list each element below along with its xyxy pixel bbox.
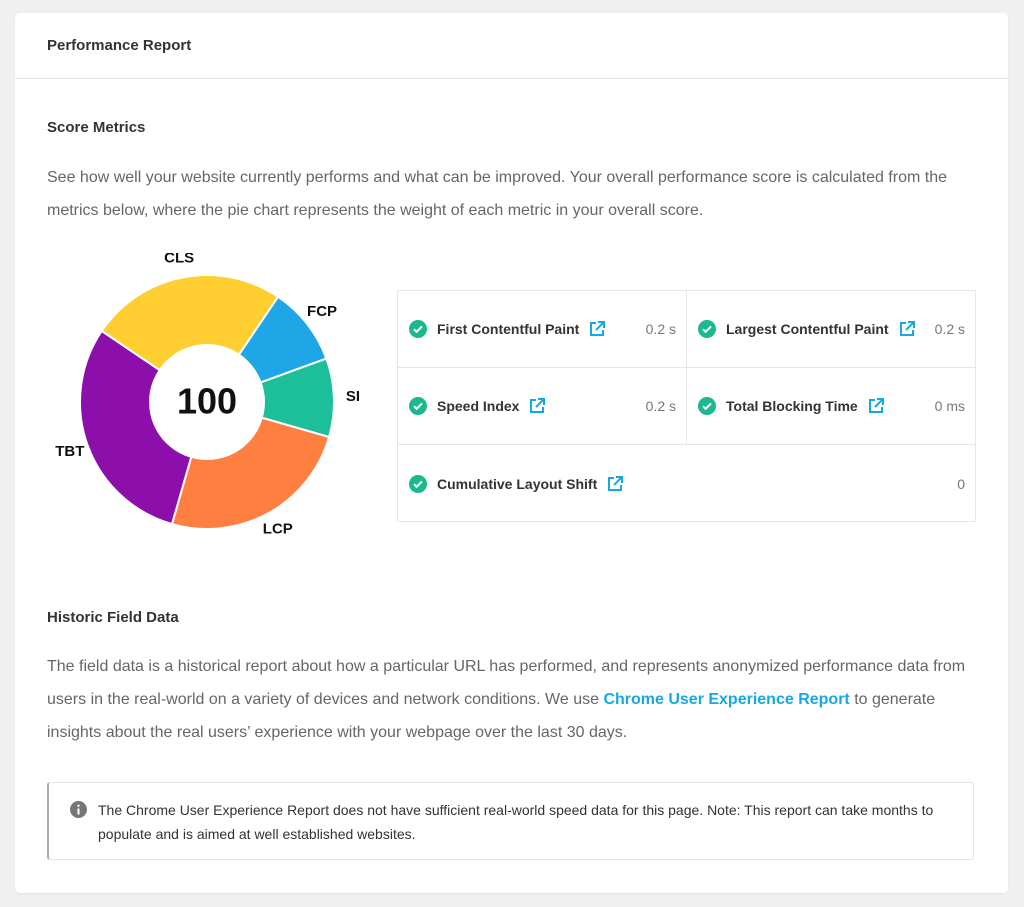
section-title: Historic Field Data <box>47 609 179 626</box>
text: to generate insights about the real user… <box>47 691 936 741</box>
segment-label: LCP <box>263 521 293 538</box>
notice: The Chrome User Experience Report does n… <box>47 782 974 860</box>
external-link[interactable] <box>607 475 624 492</box>
metric-name: Speed Index <box>437 398 520 414</box>
segment-label: TBT <box>55 443 84 460</box>
metric: Total Blocking Time 0 ms <box>687 368 975 445</box>
segment-label: CLS <box>164 253 194 267</box>
pie-hole <box>149 344 265 460</box>
external-link[interactable] <box>899 321 915 337</box>
report-card: Performance Report Score Metrics See how… <box>15 13 1008 893</box>
segment-label: FCP <box>307 303 337 320</box>
section-description: The field data is a historical report ab… <box>47 650 972 749</box>
report-title: Performance Report <box>47 37 192 54</box>
metric-name: Total Blocking Time <box>726 398 858 414</box>
notice-text: The Chrome User Experience Report does n… <box>98 802 934 842</box>
text: The field data is a historical report ab… <box>47 658 966 708</box>
check-icon <box>698 397 716 415</box>
metric: First Contentful Paint 0.2 s <box>398 291 687 368</box>
metric: Cumulative Layout Shift 0 <box>398 445 975 522</box>
score: 100 <box>177 381 237 422</box>
metric-value: 0.2 s <box>934 321 965 337</box>
metric-name: Largest Contentful Paint <box>726 321 889 337</box>
metric-name: First Contentful Paint <box>437 321 580 337</box>
metrics-grid: First Contentful Paint 0.2 s Largest Con… <box>397 290 976 522</box>
pie-segment <box>100 274 280 404</box>
external-link[interactable] <box>589 321 606 337</box>
check-icon <box>409 320 427 338</box>
section-description: See how well your website currently perf… <box>47 169 947 219</box>
crux-link[interactable]: Chrome User Experience Report <box>603 691 850 708</box>
metric: Largest Contentful Paint 0.2 s <box>687 291 975 368</box>
metric-name: Cumulative Layout Shift <box>437 475 598 492</box>
pie-segment <box>203 357 335 439</box>
metric-value: 0 <box>957 475 965 492</box>
card-header: Performance Report <box>15 13 1008 79</box>
segment-label: SI <box>346 388 360 405</box>
score-chart: FCP SI LCP TBT CLS 100 <box>55 253 360 538</box>
external-link[interactable] <box>529 398 546 414</box>
section-title: Score Metrics <box>47 119 146 136</box>
external-link[interactable] <box>868 398 884 414</box>
metric: Speed Index 0.2 s <box>398 368 687 445</box>
metric-value: 0.2 s <box>645 398 676 414</box>
pie-segment <box>79 329 209 526</box>
check-icon <box>409 397 427 415</box>
metric-value: 0 ms <box>934 398 965 414</box>
info-icon <box>70 801 87 818</box>
metric-value: 0.2 s <box>645 321 676 337</box>
check-icon <box>409 474 427 493</box>
check-icon <box>698 320 716 338</box>
